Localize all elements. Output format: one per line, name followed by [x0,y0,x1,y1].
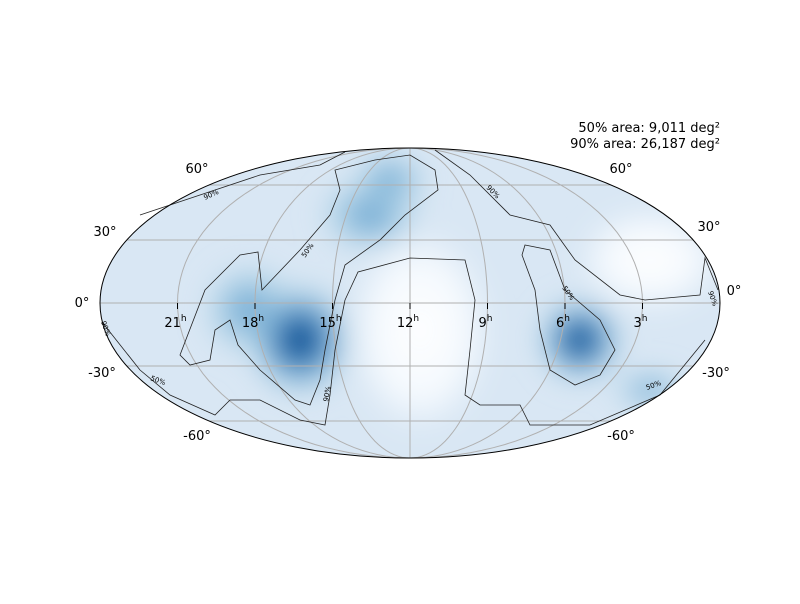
dec-tick-label: -60° [607,429,635,444]
dec-tick-label: 0° [727,284,742,299]
ra-hours: 3 [634,316,642,331]
ra-hours: 18 [242,316,259,331]
dec-tick-label: 0° [75,296,90,311]
ra-hours: 21 [164,316,181,331]
contour-90 [344,257,706,426]
ra-unit: h [413,314,419,324]
dec-tick-label: 30° [93,225,116,240]
ra-unit: h [487,314,493,324]
ra-unit: h [336,314,342,324]
ra-unit: h [642,314,648,324]
contour-90 [101,299,346,426]
dec-tick-label: -30° [88,366,116,381]
contour-label: 90% [322,385,333,402]
ra-tick-label: 21h [164,314,186,331]
contour-90 [139,151,346,216]
ra-hours: 15 [319,316,336,331]
ra-hours: 9 [479,316,487,331]
contour-50 [179,154,439,406]
contour-90 [434,149,719,301]
dec-tick-label: 60° [609,162,632,177]
ra-tick-label: 6h [556,314,570,331]
ra-hours: 12 [397,316,414,331]
ra-tick-label: 18h [242,314,264,331]
dec-axis-right: 60° 30° 0° -30° -60° [607,162,741,444]
ra-unit: h [181,314,187,324]
dec-axis-left: 60° 30° 0° -30° -60° [75,162,211,444]
ra-tick-label: 9h [479,314,493,331]
ra-tick-label: 12h [397,314,419,331]
sky-boundary [99,147,721,459]
ra-tick-label: 3h [634,314,648,331]
dec-tick-label: -60° [183,429,211,444]
contour-50 [521,244,616,386]
ra-tick-label: 15h [319,314,341,331]
dec-tick-label: 30° [697,220,720,235]
area-50-annotation: 50% area: 9,011 deg² [578,121,720,136]
ra-axis: 21h 18h 15h 12h 9h 6h 3h [164,303,648,331]
dec-tick-label: -30° [702,366,730,381]
ra-hours: 6 [556,316,564,331]
area-90-annotation: 90% area: 26,187 deg² [570,137,720,152]
ra-unit: h [564,314,570,324]
dec-tick-label: 60° [185,162,208,177]
contours [101,149,719,426]
ra-unit: h [258,314,264,324]
